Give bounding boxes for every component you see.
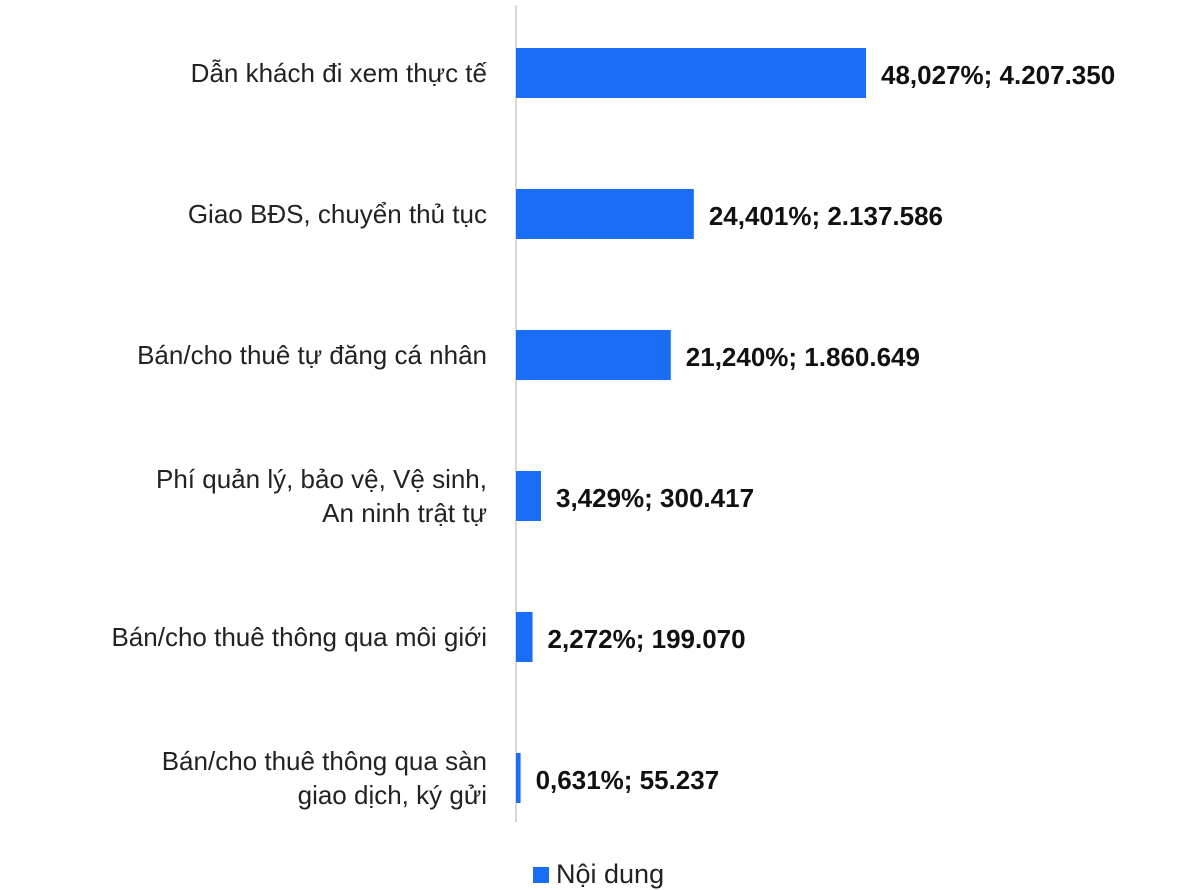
- bar: [516, 189, 694, 239]
- legend-label: Nội dung: [556, 859, 664, 889]
- value-label: 48,027%; 4.207.350: [881, 60, 1115, 90]
- category-label: Bán/cho thuê thông qua sàn giao dịch, ký…: [161, 746, 487, 810]
- legend-swatch: [533, 867, 549, 883]
- value-label: 24,401%; 2.137.586: [709, 201, 943, 231]
- category-label: Bán/cho thuê tự đăng cá nhân: [137, 340, 487, 370]
- bar: [516, 330, 671, 380]
- value-label: 21,240%; 1.860.649: [686, 342, 920, 372]
- value-label: 0,631%; 55.237: [536, 765, 720, 795]
- category-label: Giao BĐS, chuyển thủ tục: [187, 199, 487, 229]
- value-label: 2,272%; 199.070: [548, 624, 746, 654]
- category-label: Bán/cho thuê thông qua môi giới: [111, 622, 487, 652]
- category-label: Dẫn khách đi xem thực tế: [190, 58, 487, 88]
- value-label: 3,429%; 300.417: [556, 483, 754, 513]
- bar: [516, 612, 533, 662]
- bar: [516, 753, 521, 803]
- bar: [516, 471, 541, 521]
- category-label: Phí quản lý, bảo vệ, Vệ sinh, An ninh tr…: [156, 464, 487, 528]
- bar: [516, 48, 866, 98]
